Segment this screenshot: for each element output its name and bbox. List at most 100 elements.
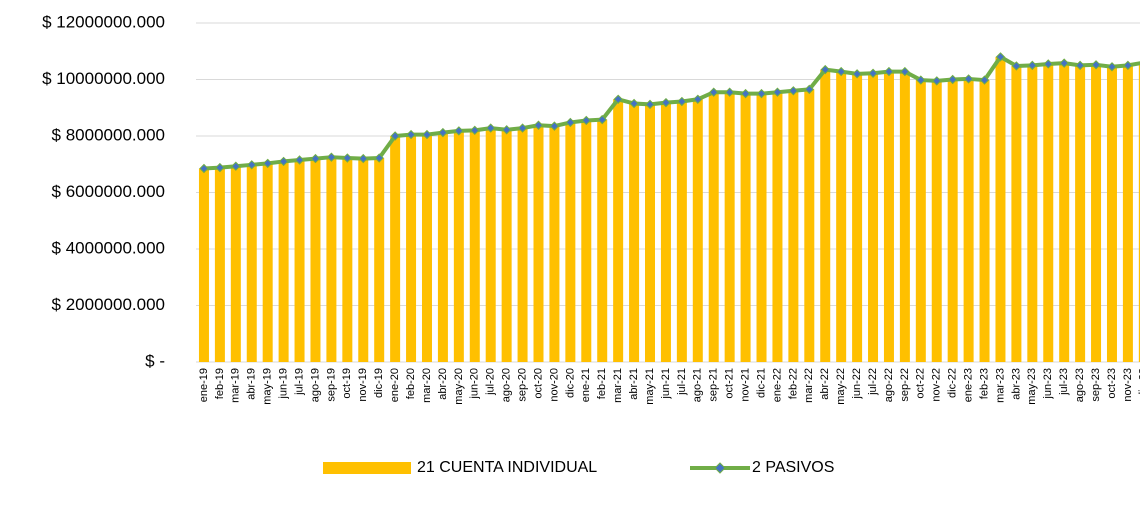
bar (214, 167, 225, 362)
bar (533, 125, 544, 362)
bar (1011, 65, 1022, 362)
marker (517, 123, 528, 133)
bar (406, 134, 417, 362)
x-tick-label: ago-23 (1074, 368, 1086, 402)
bar (836, 71, 847, 362)
bar (931, 80, 942, 362)
marker (645, 99, 655, 110)
x-tick-label: oct-23 (1106, 368, 1118, 399)
bar (676, 101, 687, 362)
marker (374, 153, 384, 163)
marker (278, 156, 289, 167)
x-tick-label: jun-19 (278, 368, 290, 400)
x-tick-label: ago-19 (309, 368, 321, 402)
marker (501, 125, 512, 135)
x-tick-label: mar-22 (803, 368, 815, 403)
x-tick-label: feb-23 (978, 368, 990, 399)
marker (1059, 58, 1069, 68)
x-tick-label: ene-22 (771, 368, 783, 402)
x-tick-label: may-19 (262, 368, 274, 405)
x-tick-label: nov-23 (1122, 368, 1134, 402)
x-tick-label: feb-21 (596, 368, 608, 399)
y-tick-label: $ - (145, 351, 165, 370)
y-tick-label: $ 10000000.000 (42, 69, 165, 88)
x-tick-label: mar-19 (230, 368, 242, 403)
marker (342, 153, 353, 163)
bar (1106, 66, 1117, 362)
bar (708, 92, 719, 363)
bar (1043, 63, 1054, 363)
x-tick-label: oct-19 (341, 368, 353, 399)
marker (868, 68, 878, 78)
bar (788, 90, 799, 363)
bar (883, 71, 894, 362)
x-tick-label: feb-20 (405, 368, 417, 399)
x-tick-label: dic-19 (373, 368, 385, 398)
bar (437, 132, 448, 362)
marker (613, 94, 623, 104)
bar (1075, 65, 1086, 362)
x-tick-label: mar-21 (612, 368, 624, 403)
bar (772, 92, 783, 363)
marker (629, 98, 639, 109)
x-tick-label: ene-20 (389, 368, 401, 402)
marker (724, 87, 735, 97)
bar (1091, 64, 1102, 362)
marker (932, 76, 942, 86)
x-tick-label: ago-22 (883, 368, 895, 402)
marker (294, 155, 305, 165)
bar (1138, 62, 1140, 363)
x-tick-label: ago-20 (501, 368, 513, 402)
legend-swatch (323, 462, 411, 474)
x-tick-label: abr-22 (819, 368, 831, 400)
x-tick-label: oct-22 (915, 368, 927, 399)
bar (979, 80, 990, 362)
marker (788, 86, 799, 96)
bar (1122, 65, 1133, 362)
x-tick-label: jul-19 (293, 368, 305, 396)
marker (1091, 60, 1101, 70)
marker (1123, 60, 1133, 71)
marker (358, 153, 368, 164)
marker (677, 96, 687, 107)
x-tick-label: may-23 (1026, 368, 1038, 405)
bar (868, 73, 879, 362)
legend-label: 21 CUENTA INDIVIDUAL (417, 459, 597, 476)
y-tick-label: $ 2000000.000 (52, 295, 165, 314)
x-tick-label: sep-20 (516, 368, 528, 402)
bar (374, 158, 385, 362)
bar (549, 126, 560, 362)
marker (422, 129, 432, 140)
marker (947, 74, 958, 85)
x-tick-label: ene-23 (963, 368, 975, 402)
bar (804, 89, 815, 362)
bar (1027, 65, 1038, 362)
x-tick-label: oct-20 (532, 368, 544, 399)
x-tick-label: jun-22 (851, 368, 863, 400)
marker (581, 115, 591, 126)
bar (915, 80, 926, 362)
marker (963, 74, 974, 84)
marker (820, 64, 830, 75)
bar (246, 164, 257, 362)
bar (756, 93, 767, 362)
marker (1011, 61, 1022, 71)
marker (438, 127, 448, 138)
bar (852, 73, 863, 362)
marker (836, 66, 846, 77)
marker (470, 125, 480, 136)
x-tick-label: jun-21 (660, 368, 672, 400)
x-tick-label: nov-20 (548, 368, 560, 402)
x-tick-label: may-20 (453, 368, 465, 405)
bar (278, 161, 289, 362)
x-tick-label: dic-22 (947, 368, 959, 398)
x-tick-label: ene-21 (580, 368, 592, 402)
marker (772, 87, 783, 97)
x-tick-label: jun-20 (469, 368, 481, 400)
bar (1059, 63, 1070, 363)
legend-label: 2 PASIVOS (752, 459, 834, 476)
bar (453, 130, 464, 362)
x-tick-label: sep-19 (325, 368, 337, 402)
marker (1075, 60, 1085, 71)
